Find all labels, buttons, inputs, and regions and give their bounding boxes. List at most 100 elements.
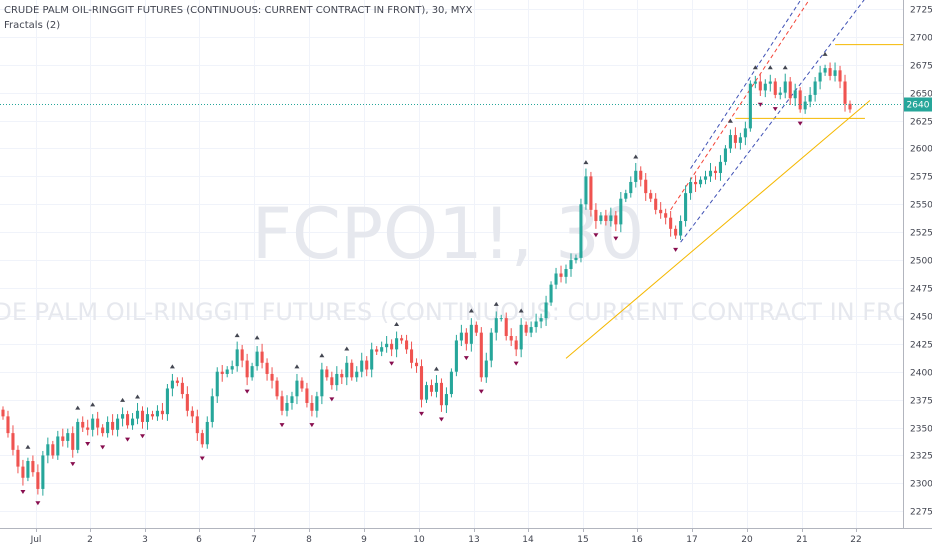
candle xyxy=(21,459,25,486)
candle xyxy=(689,177,693,200)
fractal-down-marker xyxy=(125,437,131,442)
candle xyxy=(494,311,498,341)
candle-body xyxy=(494,318,498,333)
candle xyxy=(310,395,314,417)
candle xyxy=(170,373,174,397)
channel-upper-line xyxy=(690,0,802,169)
candle xyxy=(843,74,847,112)
candle-body xyxy=(813,81,817,95)
price-tick-label: 2450 xyxy=(910,313,932,323)
candle-body xyxy=(743,128,747,138)
candle-body xyxy=(145,414,150,422)
candle xyxy=(1,406,5,420)
candle xyxy=(539,313,543,329)
candle-body xyxy=(96,418,100,428)
candle-body xyxy=(135,410,140,419)
candle xyxy=(524,321,528,336)
candle-body xyxy=(469,324,473,344)
candle xyxy=(808,87,812,108)
candle xyxy=(96,411,100,436)
candle-body xyxy=(484,360,488,378)
candle-body xyxy=(479,332,483,378)
candle xyxy=(634,162,638,188)
candle xyxy=(823,64,827,76)
candle xyxy=(385,336,389,353)
watermark-description: CRUDE PALM OIL-RINGGIT FUTURES (CONTINUO… xyxy=(0,298,932,326)
candle xyxy=(215,367,219,403)
candle xyxy=(235,341,239,372)
time-tick-label: 13 xyxy=(468,535,479,545)
fractal-up-marker xyxy=(120,397,126,402)
time-axis[interactable]: Jul 2 3 6 7 8 9 10 13 14 15 16 17 20 21 22 xyxy=(0,528,932,550)
candle xyxy=(559,265,563,283)
candle-body xyxy=(395,338,399,350)
candle-body xyxy=(375,349,379,352)
candle-body xyxy=(544,302,548,319)
candle xyxy=(365,356,369,377)
candle xyxy=(664,208,668,225)
time-tick-label: 8 xyxy=(306,535,312,545)
candle-body xyxy=(325,369,329,378)
grid xyxy=(0,0,903,528)
candle-body xyxy=(106,421,110,434)
candle xyxy=(509,328,513,347)
legend-indicator[interactable]: Fractals (2) xyxy=(4,20,61,31)
candle xyxy=(614,210,618,232)
candle-body xyxy=(340,373,344,378)
candle xyxy=(793,83,797,107)
candle xyxy=(649,189,653,203)
candle xyxy=(116,414,120,437)
candle xyxy=(280,390,284,416)
candle xyxy=(579,198,583,263)
fractal-up-marker xyxy=(518,308,524,313)
fractal-up-marker xyxy=(767,65,773,70)
price-tick-label: 2500 xyxy=(910,257,932,267)
candle-body xyxy=(419,366,424,400)
candle xyxy=(405,334,409,354)
candle xyxy=(599,212,603,225)
candle-body xyxy=(280,396,284,411)
candle-body xyxy=(728,135,732,149)
price-axis[interactable]: 2275 2300 2325 2350 2375 2400 2425 2450 2475 2500… xyxy=(903,0,932,528)
candle xyxy=(305,382,309,408)
candle-body xyxy=(390,343,394,350)
candle xyxy=(529,321,533,338)
candle-body xyxy=(155,410,159,417)
fractal-down-marker xyxy=(438,417,444,422)
candle-body xyxy=(275,380,279,397)
candle-body xyxy=(240,349,244,361)
candle xyxy=(111,414,115,436)
candle-body xyxy=(669,217,673,229)
candle-body xyxy=(130,418,135,426)
time-tick-label: 7 xyxy=(251,535,257,545)
candle-body xyxy=(529,327,533,333)
candle xyxy=(26,457,30,482)
candle xyxy=(225,366,229,378)
candle xyxy=(594,203,598,229)
candle xyxy=(758,73,762,96)
candle xyxy=(145,407,150,430)
candle-body xyxy=(599,215,603,222)
candle-body xyxy=(400,338,404,341)
price-tick-label: 2700 xyxy=(910,34,932,44)
candle-body xyxy=(609,215,613,222)
candle-body xyxy=(215,371,219,397)
legend-title[interactable]: CRUDE PALM OIL-RINGGIT FUTURES (CONTINUO… xyxy=(4,5,473,16)
candle-body xyxy=(205,421,209,445)
candle xyxy=(130,413,135,430)
candle-body xyxy=(629,181,633,194)
candle xyxy=(126,410,130,429)
candle xyxy=(185,386,189,417)
candle-body xyxy=(111,421,115,430)
fractal-down-marker xyxy=(85,442,91,447)
candle-body xyxy=(828,68,832,76)
candle-body xyxy=(614,215,618,225)
fractal-down-marker xyxy=(309,423,315,428)
fractal-down-marker xyxy=(329,397,335,402)
candle xyxy=(290,391,294,410)
candle xyxy=(410,341,414,369)
candles xyxy=(1,62,852,496)
fractal-down-marker xyxy=(279,423,285,428)
